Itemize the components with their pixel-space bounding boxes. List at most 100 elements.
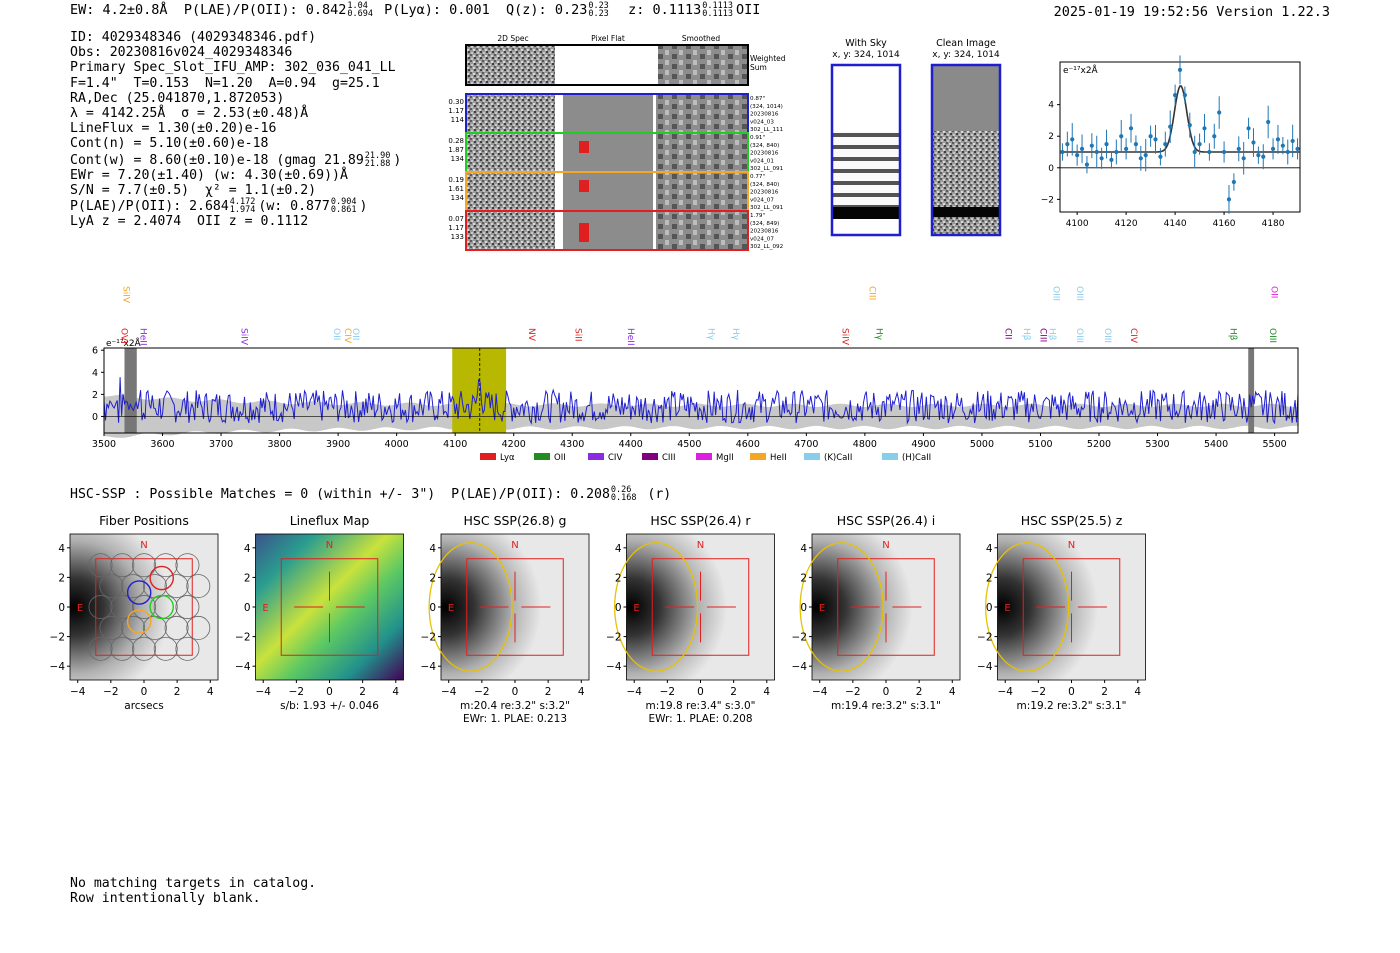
legend-swatch [642, 453, 658, 460]
panel-image [440, 533, 590, 681]
header-datetime: 2025-01-19 19:52:56 [1053, 4, 1209, 20]
data-point [1212, 134, 1217, 139]
emission-line-label: Hβ [1228, 328, 1238, 341]
cutout-smoothed [656, 173, 747, 210]
data-point [1217, 110, 1222, 115]
x-tick-label: 5000 [970, 439, 994, 450]
panel-title: HSC SSP(26.8) g [464, 513, 567, 528]
hsc-panel-3: HSC SSP(26.4) r N E −4 −4 −2 −2 0 0 2 2 4 4 m:19.8 re… [606, 513, 775, 723]
cutout-row-stat: 1.17 [448, 224, 464, 232]
data-point [1241, 156, 1246, 161]
data-point [1065, 142, 1070, 147]
header-z-range: 0.1113 0.1113 [702, 1, 733, 19]
with-sky-coords: x, y: 324, 1014 [832, 50, 900, 60]
cutout-pixelflat [563, 212, 653, 249]
hsc-panel-2: HSC SSP(26.8) g N E −4 −4 −2 −2 0 0 2 2 4 4 m:20.4 re… [421, 513, 590, 723]
y-tick-label: −4 [421, 661, 437, 673]
x-tick-label: 5100 [1028, 439, 1052, 450]
bad-pixel-marker [579, 180, 589, 192]
fiber-circle [132, 553, 156, 578]
y-tick-label: 2 [800, 572, 807, 584]
y-tick-label: 0 [800, 602, 807, 614]
emission-line-label: CII [1002, 328, 1012, 340]
y-tick-label: 4 [1048, 101, 1054, 111]
data-point [1168, 124, 1173, 129]
y-tick-label: 2 [429, 572, 436, 584]
y-tick-label: −2 [421, 632, 436, 644]
panel-image [997, 533, 1146, 681]
fiber-circle [110, 636, 135, 661]
compass-north: N [1068, 540, 1075, 551]
x-tick-label: 4140 [1164, 219, 1187, 229]
y-tick-label: −2 [606, 632, 621, 644]
hsc-panel-4: HSC SSP(26.4) i N E −4 −4 −2 −2 0 0 2 2 4 4 m:19.4 re… [792, 513, 961, 712]
fiber-circle [88, 636, 113, 661]
header-plae: P(LAE)/P(OII): 0.842 [183, 2, 347, 18]
detection-window-highlight [452, 348, 507, 433]
fiber-circle [132, 595, 156, 619]
fiber-highlight [149, 594, 174, 620]
panel-caption: arcsecs [124, 700, 163, 712]
x-tick-label: 0 [883, 686, 890, 698]
panel-caption-2: EWr: 1. PLAE: 0.208 [648, 713, 752, 723]
panel-title: HSC SSP(26.4) r [650, 513, 751, 528]
hsc-panel-1: Lineflux Map N E −4 −4 −2 −2 0 0 2 2 4 4 s/b: 1.93 +/… [235, 513, 404, 712]
compass-east: E [633, 603, 639, 614]
fiber-circle [121, 574, 146, 599]
data-point [1236, 146, 1241, 151]
data-point [1275, 137, 1281, 142]
emission-line-label: HeII [137, 328, 147, 346]
x-tick-label: −4 [626, 686, 642, 698]
cutout-row-meta: 0.87" [750, 96, 765, 102]
y-tick-label: 2 [58, 572, 65, 584]
x-tick-label: 4 [949, 686, 956, 698]
legend-label: CIV [608, 453, 622, 463]
emission-line-label: SiIV [239, 328, 249, 346]
y-tick-label: 2 [986, 572, 993, 584]
fiber-circle [110, 553, 135, 578]
cutout-row-meta: 0.77" [750, 174, 765, 180]
x-tick-label: 2 [916, 686, 923, 698]
x-tick-label: 4700 [794, 439, 818, 450]
cutout-row-meta: 302_LL_111 [750, 127, 784, 133]
x-tick-label: 4000 [385, 439, 409, 450]
hsc-imaging-panels: Fiber Positions N E −4 −4 −2 −2 0 0 2 2 4 4 arcsecs Li… [50, 513, 1146, 723]
legend-label: MgII [716, 453, 734, 463]
x-tick-label: 0 [141, 686, 148, 698]
cutout-pixelflat [563, 134, 653, 171]
legend-swatch [480, 453, 496, 460]
x-tick-label: 4 [1134, 686, 1141, 698]
compass-north: N [326, 540, 333, 551]
x-tick-label: 4120 [1115, 219, 1138, 229]
legend-label: OII [554, 453, 566, 463]
x-tick-label: 2 [545, 686, 552, 698]
x-tick-label: −4 [255, 686, 271, 698]
emission-line-label: SiIV [120, 286, 130, 304]
x-tick-label: 3700 [209, 439, 233, 450]
fiber-circle [132, 636, 156, 661]
fiber-circle [175, 595, 200, 619]
data-point [1084, 162, 1090, 167]
panel-caption: m:19.2 re:3.2" s:3.1" [1017, 700, 1127, 712]
compass-east: E [262, 603, 268, 614]
header-qz: Q(z): 0.23 [506, 2, 588, 18]
y-tick-label: 4 [800, 543, 807, 555]
y-tick-label: −2 [977, 632, 992, 644]
header-ew: EW: 4.2±0.8Å [70, 2, 168, 18]
emission-line-label: CIII [867, 286, 877, 300]
hsc-heading: HSC-SSP : Possible Matches = 0 (within +… [70, 485, 672, 503]
masked-band [124, 348, 137, 433]
cutout-row-frame [465, 210, 749, 251]
info-sn: S/N = 7.7(±0.5) χ² = 1.1(±0.2) [70, 183, 317, 199]
cutout-2dspec [467, 95, 555, 132]
legend-label: Lyα [500, 453, 515, 463]
y-tick-label: 2 [92, 390, 98, 401]
legend-swatch [882, 453, 898, 460]
data-point [1158, 154, 1163, 159]
spectrum-frame [103, 347, 1299, 434]
sky-cutouts: With Sky x, y: 324, 1014 Clean Image x, … [830, 38, 1002, 237]
full-spectrum-chart: 3500 3600 3700 3800 3900 4000 4100 4200 4300 4400… [92, 286, 1299, 463]
emission-line-label: OIII [1267, 328, 1277, 343]
x-tick-label: −2 [1031, 686, 1046, 698]
